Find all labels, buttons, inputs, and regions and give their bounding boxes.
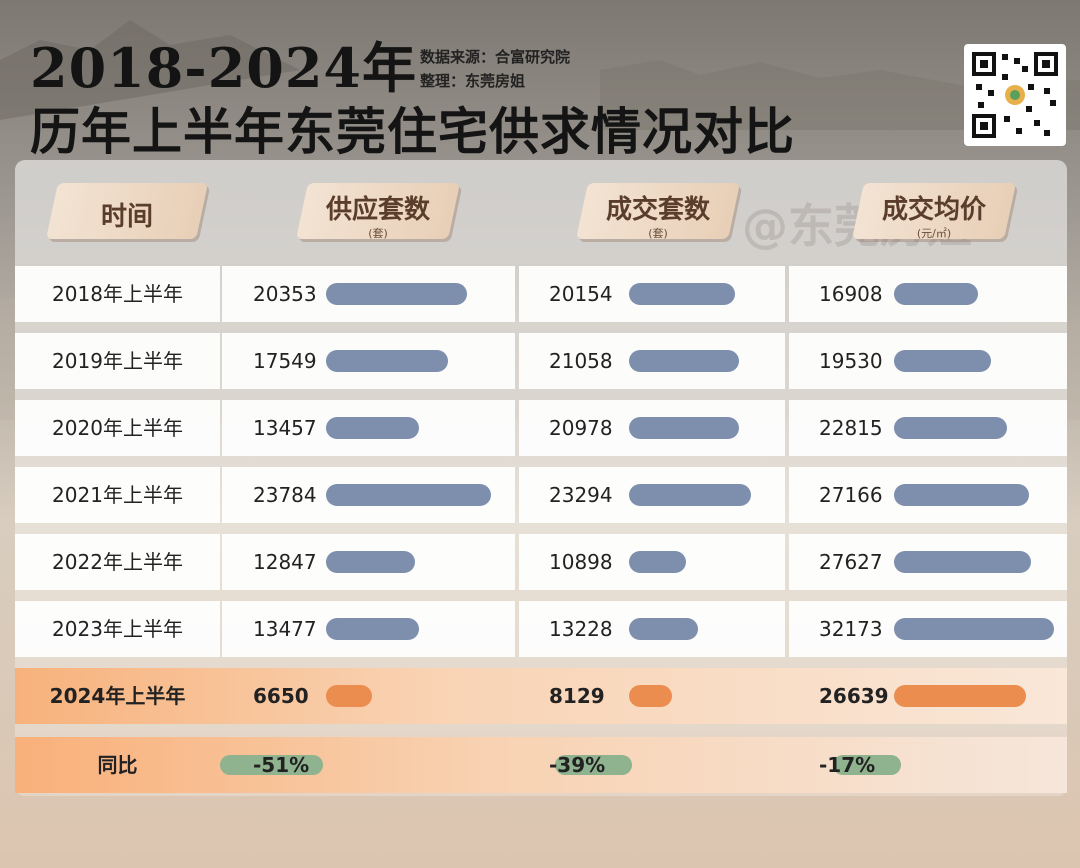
supply-value: 23784	[253, 483, 317, 507]
supply-bar	[326, 551, 415, 573]
deals-bar	[629, 484, 751, 506]
deals-value: 10898	[549, 550, 613, 574]
title-line-1: 2018-2024年	[30, 36, 417, 100]
period-label: 2019年上半年	[52, 349, 183, 373]
price-bar	[894, 551, 1031, 573]
supply-bar	[326, 484, 491, 506]
deals-yoy-bar	[555, 755, 632, 775]
table-cell	[15, 266, 220, 322]
price-yoy-value: -17%	[819, 753, 876, 777]
deals-bar	[629, 618, 698, 640]
table-row: 2022年上半年 12847 10898 27627	[15, 534, 1067, 590]
deals-bar	[629, 350, 739, 372]
header-deals: 成交套数 (套)	[576, 183, 740, 240]
price-bar	[894, 484, 1029, 506]
supply-value: 20353	[253, 282, 317, 306]
deals-bar	[629, 283, 735, 305]
deals-bar	[629, 685, 672, 707]
supply-value: 6650	[253, 684, 309, 708]
yoy-row: 同比 -51% -39% -17%	[15, 737, 1067, 793]
deals-value: 21058	[549, 349, 613, 373]
supply-bar	[326, 350, 448, 372]
period-label: 2022年上半年	[52, 550, 183, 574]
table-row: 2024年上半年 6650 8129 26639	[15, 668, 1067, 724]
deals-yoy-value: -39%	[549, 753, 606, 777]
supply-value: 17549	[253, 349, 317, 373]
deals-value: 20154	[549, 282, 613, 306]
table-row: 2019年上半年 17549 21058 19530	[15, 333, 1067, 389]
table-cell	[15, 333, 220, 389]
supply-yoy-bar	[220, 755, 323, 775]
table-cell	[15, 400, 220, 456]
deals-value: 13228	[549, 617, 613, 641]
title-line-2: 历年上半年东莞住宅供求情况对比	[30, 102, 795, 161]
price-bar	[894, 417, 1007, 439]
price-value: 27627	[819, 550, 883, 574]
deals-bar	[629, 551, 686, 573]
header-price: 成交均价 (元/㎡)	[852, 183, 1016, 240]
deals-value: 8129	[549, 684, 605, 708]
table-cell	[15, 467, 220, 523]
period-label: 2023年上半年	[52, 617, 183, 641]
price-bar	[894, 283, 978, 305]
price-value: 27166	[819, 483, 883, 507]
supply-value: 13477	[253, 617, 317, 641]
supply-value: 13457	[253, 416, 317, 440]
price-value: 19530	[819, 349, 883, 373]
price-value: 22815	[819, 416, 883, 440]
price-yoy-bar	[833, 755, 901, 775]
supply-value: 12847	[253, 550, 317, 574]
supply-bar	[326, 283, 467, 305]
deals-value: 20978	[549, 416, 613, 440]
compiled-by: 整理：东莞房姐	[420, 72, 526, 90]
supply-bar	[326, 417, 419, 439]
table-cell	[15, 534, 220, 590]
table-cell	[15, 601, 220, 657]
deals-value: 23294	[549, 483, 613, 507]
supply-bar	[326, 618, 419, 640]
period-label: 2018年上半年	[52, 282, 183, 306]
data-source: 数据来源：合富研究院	[420, 48, 571, 66]
price-value: 16908	[819, 282, 883, 306]
price-bar	[894, 618, 1054, 640]
supply-bar	[326, 685, 372, 707]
supply-yoy-value: -51%	[253, 753, 310, 777]
header-time: 时间	[46, 183, 208, 239]
table-row: 2023年上半年 13477 13228 32173	[15, 601, 1067, 657]
header-supply: 供应套数 (套)	[296, 183, 460, 240]
price-value: 32173	[819, 617, 883, 641]
period-label: 2021年上半年	[52, 483, 183, 507]
qr-code-icon	[964, 44, 1066, 146]
table-row: 2020年上半年 13457 20978 22815	[15, 400, 1067, 456]
deals-bar	[629, 417, 739, 439]
table-row: 2018年上半年 20353 20154 16908	[15, 266, 1067, 322]
table-row: 2021年上半年 23784 23294 27166	[15, 467, 1067, 523]
period-label: 2024年上半年	[49, 684, 186, 708]
period-label: 2020年上半年	[52, 416, 183, 440]
yoy-label: 同比	[97, 753, 138, 777]
price-bar	[894, 350, 991, 372]
price-bar	[894, 685, 1026, 707]
price-value: 26639	[819, 684, 889, 708]
